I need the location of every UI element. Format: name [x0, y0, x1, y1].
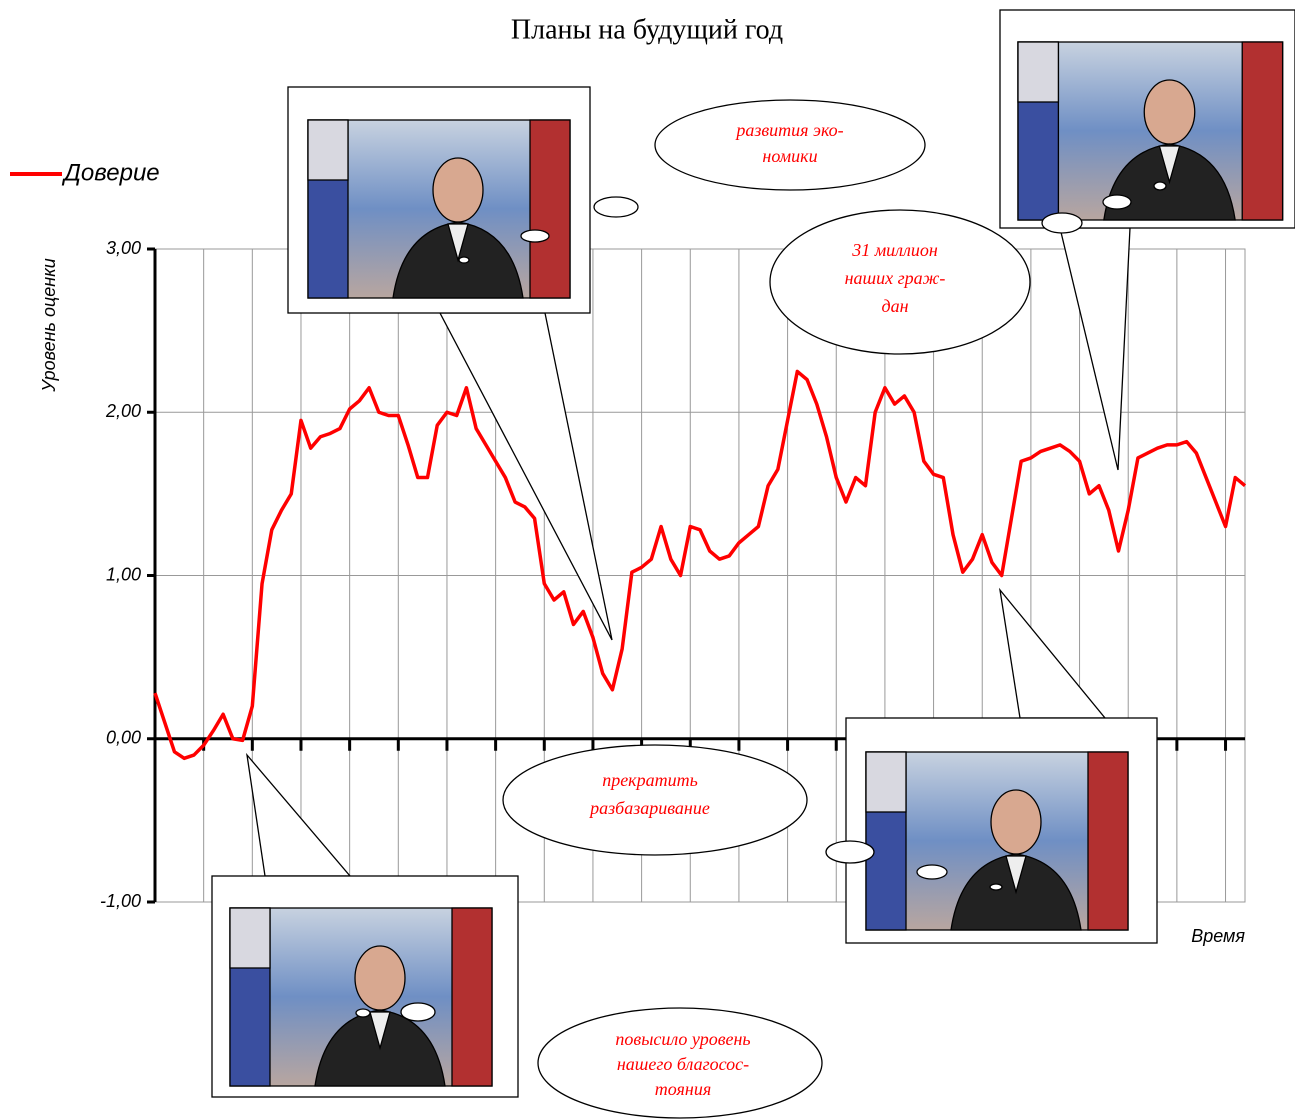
- y-tick-label: 1,00: [106, 564, 141, 584]
- cloud: [502, 744, 808, 856]
- x-axis-label: Время: [1191, 926, 1245, 946]
- cloud-bubble: [1041, 212, 1083, 234]
- callout-pointer: [998, 587, 1107, 719]
- cloud: [654, 99, 926, 191]
- photo: [307, 119, 571, 299]
- cloud-bubble: [593, 196, 639, 218]
- cloud: [537, 1007, 823, 1119]
- annotation: разбазаривание: [588, 798, 710, 818]
- annotation: тояния: [655, 1079, 711, 1099]
- callout-pointer: [1059, 227, 1131, 471]
- legend-label: Доверие: [61, 159, 160, 186]
- photo: [229, 907, 493, 1087]
- annotation: дан: [881, 296, 908, 316]
- cloud-texts: развития эко- номики 31 миллион наших гр…: [588, 120, 945, 1099]
- bubble: [520, 229, 550, 243]
- photo: [1017, 41, 1284, 221]
- bubble: [400, 1002, 436, 1022]
- cloud: [769, 209, 1031, 355]
- bubble: [458, 256, 470, 264]
- cloud-bubble: [825, 840, 875, 864]
- callout-pointer: [246, 752, 352, 877]
- bubble: [1153, 181, 1167, 191]
- annotation: развития эко-: [734, 120, 843, 140]
- chart-title: Планы на будущий год: [511, 14, 783, 45]
- annotation: нашего благосос-: [617, 1054, 749, 1074]
- callout-pointer: [438, 312, 613, 641]
- bubble: [989, 883, 1003, 891]
- y-axis-label: Уровень оценки: [39, 258, 59, 392]
- annotation: номики: [762, 146, 817, 166]
- callouts: [211, 9, 1295, 1119]
- y-tick-label: 3,00: [106, 238, 141, 258]
- y-tick-label: 2,00: [105, 401, 141, 421]
- y-tick-label: 0,00: [106, 728, 141, 748]
- bubble: [355, 1008, 371, 1018]
- photo: [865, 751, 1129, 931]
- annotation: наших граж-: [845, 268, 946, 288]
- bubble: [1102, 194, 1132, 210]
- annotation: повысило уровень: [615, 1029, 750, 1049]
- annotation: 31 миллион: [851, 240, 938, 260]
- bubble: [916, 864, 948, 880]
- annotation: прекратить: [602, 770, 698, 790]
- data-line: [153, 369, 1247, 761]
- y-tick-label: -1,00: [100, 891, 141, 911]
